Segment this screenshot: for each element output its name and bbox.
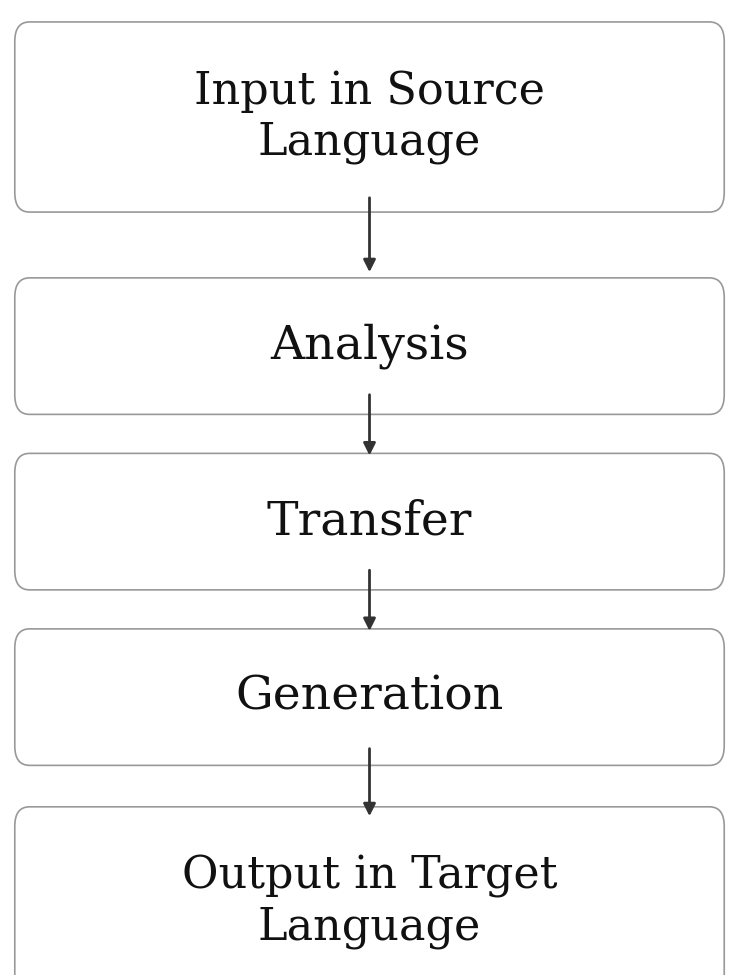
FancyBboxPatch shape xyxy=(15,807,724,975)
Text: Input in Source
Language: Input in Source Language xyxy=(194,70,545,164)
Text: Analysis: Analysis xyxy=(270,324,469,369)
Text: Generation: Generation xyxy=(235,675,504,720)
FancyBboxPatch shape xyxy=(15,629,724,765)
FancyBboxPatch shape xyxy=(15,21,724,213)
FancyBboxPatch shape xyxy=(15,453,724,590)
FancyBboxPatch shape xyxy=(15,278,724,414)
Text: Transfer: Transfer xyxy=(267,499,472,544)
Text: Output in Target
Language: Output in Target Language xyxy=(182,855,557,949)
